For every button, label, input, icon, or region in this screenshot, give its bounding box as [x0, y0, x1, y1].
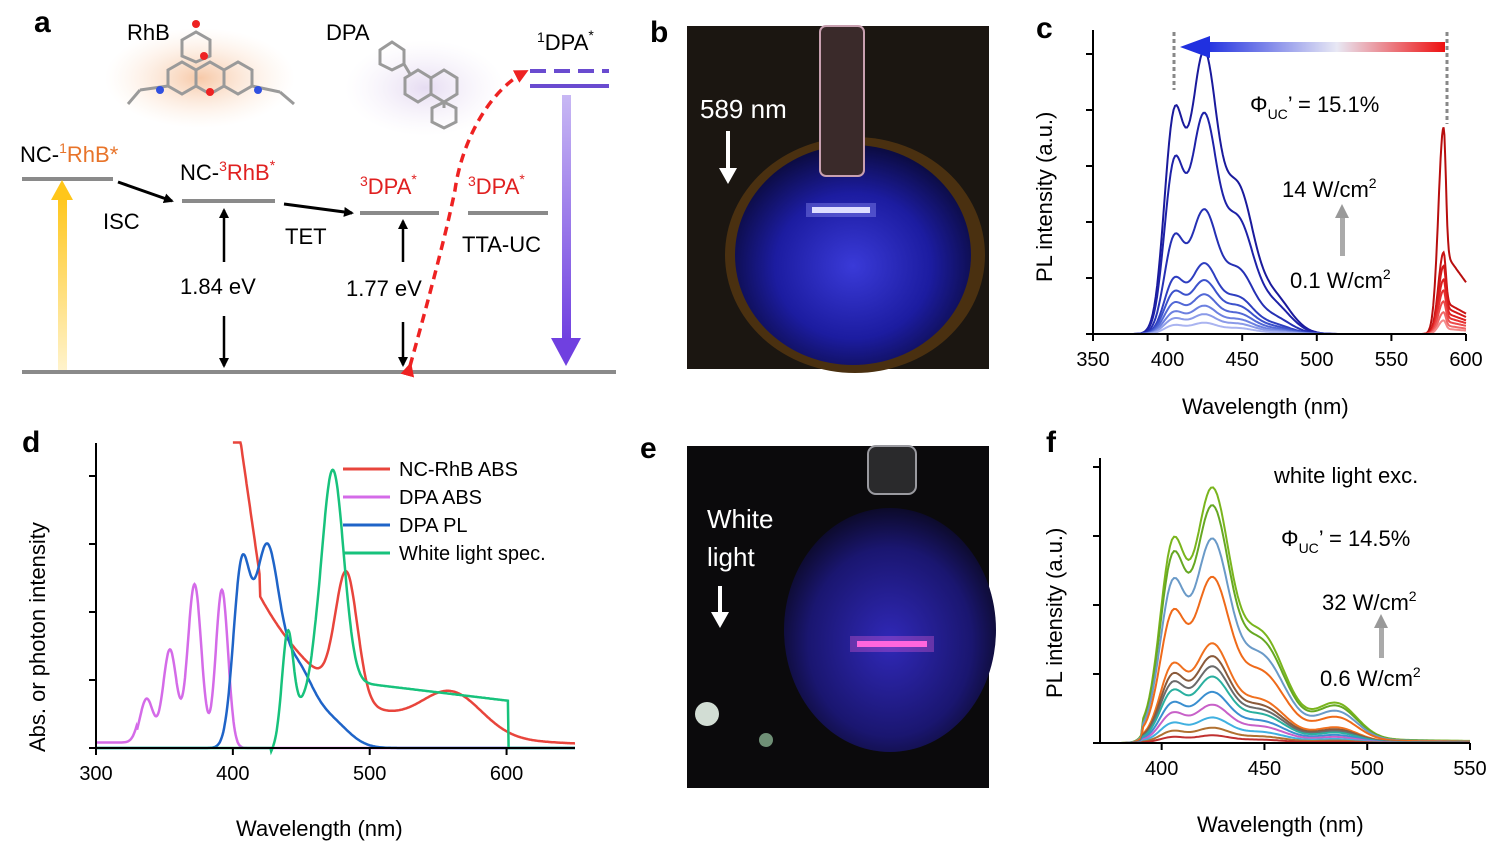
- chart-c-xlabel: Wavelength (nm): [1182, 394, 1349, 419]
- chart-c-power-arrow: [1340, 216, 1345, 256]
- chart-d-legend-label: DPA ABS: [399, 487, 482, 509]
- excitation-arrow-shaft: [58, 195, 67, 370]
- energy-2-label: 1.77 eV: [346, 276, 422, 301]
- nc-3rhb-label: NC-3RhB*: [180, 157, 276, 185]
- chart-c-xtick-label: 550: [1375, 349, 1408, 371]
- excitation-arrow-head: [51, 180, 73, 200]
- photo-e-cuvette: [867, 445, 917, 495]
- white-light-label-1: White: [707, 504, 773, 534]
- isc-arrow: [117, 180, 174, 204]
- chart-d-xtick-label: 300: [79, 763, 112, 785]
- 3dpa-label: 3DPA*: [360, 171, 417, 199]
- chart-f-power-arrow: [1379, 626, 1384, 658]
- chart-c-power-low: 0.1 W/cm2: [1290, 266, 1391, 293]
- photo-b-emission-line: [812, 207, 870, 213]
- white-light-label-2: light: [707, 542, 755, 572]
- dpa-molecule-image: [345, 40, 505, 136]
- 3dpa-b-label: 3DPA*: [468, 171, 525, 199]
- photo-e-cuvette-glow: [784, 508, 996, 752]
- emission-arrow-shaft: [562, 95, 571, 340]
- chart-d-series-3: [96, 542, 575, 750]
- chart-f-xtick-label: 450: [1248, 758, 1281, 780]
- photo-b-cuvette: [819, 25, 865, 177]
- chart-c-xtick-label: 600: [1449, 349, 1482, 371]
- ttauc-label: TTA-UC: [462, 232, 541, 257]
- rhb-molecule-image: [105, 20, 295, 128]
- chart-d-legend: NC-RhB ABS DPA ABS DPA PL White light spec.: [343, 459, 546, 565]
- chart-c-red-series: [1376, 126, 1467, 335]
- emission-arrow-head: [551, 338, 581, 366]
- chart-f-xtick-label: 550: [1453, 758, 1486, 780]
- panel-label-b: b: [650, 16, 668, 49]
- panel-label-f: f: [1046, 426, 1057, 459]
- chart-c-blue-series: [1093, 313, 1377, 335]
- panel-a: a RhB: [20, 6, 616, 378]
- nc-1rhb-label: NC-1RhB*: [20, 140, 119, 167]
- energy-1-label: 1.84 eV: [180, 274, 256, 299]
- panel-label-a: a: [34, 6, 51, 39]
- panel-c: c 350 400 450 500 550 600 Wavelength (nm) PL …: [1032, 12, 1483, 419]
- chart-f-exc-label: white light exc.: [1273, 463, 1418, 488]
- chart-c-blue-shift-arrow: [1205, 42, 1445, 52]
- chart-f-xlabel: Wavelength (nm): [1197, 812, 1364, 837]
- chart-d-xtick-label: 400: [216, 763, 249, 785]
- photo-b-cuvette-glow: [735, 145, 971, 365]
- chart-d: [96, 441, 575, 756]
- chart-d-legend-label: DPA PL: [399, 515, 468, 537]
- tet-arrow: [283, 202, 354, 217]
- chart-c-ylabel: PL intensity (a.u.): [1032, 112, 1057, 282]
- isc-label: ISC: [103, 209, 140, 234]
- chart-f-power-low: 0.6 W/cm2: [1320, 664, 1421, 691]
- chart-c-xtick-label: 500: [1300, 349, 1333, 371]
- photo-e-emission-line: [857, 641, 927, 647]
- tet-label: TET: [285, 224, 327, 249]
- photo-e-light-spot: [695, 702, 719, 726]
- chart-c-power-high: 14 W/cm2: [1282, 175, 1377, 202]
- chart-f-phi-label: ΦUC’ = 14.5%: [1281, 526, 1410, 556]
- dpa1-label: 1DPA*: [537, 27, 594, 55]
- chart-c-blue-series: [1093, 321, 1377, 335]
- panel-b: b 589 nm: [650, 16, 989, 373]
- chart-d-legend-label: NC-RhB ABS: [399, 459, 518, 481]
- chart-c-xtick-label: 450: [1226, 349, 1259, 371]
- chart-d-legend-label: White light spec.: [399, 543, 546, 565]
- rhb-label: RhB: [127, 20, 170, 45]
- chart-c-xtick-label: 400: [1151, 349, 1184, 371]
- chart-d-ylabel: Abs. or photon intensity: [25, 522, 50, 752]
- chart-f-ylabel: PL intensity (a.u.): [1042, 528, 1067, 698]
- chart-f-xtick-label: 500: [1351, 758, 1384, 780]
- chart-f-power-high: 32 W/cm2: [1322, 588, 1417, 615]
- chart-f-xtick-label: 400: [1145, 758, 1178, 780]
- panel-label-d: d: [22, 426, 40, 459]
- tta-curved-arrow: [400, 70, 529, 378]
- chart-d-xtick-label: 600: [490, 763, 523, 785]
- panel-label-c: c: [1036, 12, 1053, 45]
- panel-label-e: e: [640, 432, 657, 465]
- laser-wavelength-label: 589 nm: [700, 94, 787, 124]
- panel-e: e White light: [640, 432, 996, 788]
- dpa-label: DPA: [326, 20, 370, 45]
- chart-c: [1093, 49, 1467, 335]
- chart-d-xtick-label: 500: [353, 763, 386, 785]
- chart-c-blue-series: [1093, 111, 1377, 335]
- chart-c-phi-label: ΦUC’ = 15.1%: [1250, 92, 1379, 122]
- chart-c-blue-series: [1093, 304, 1377, 335]
- chart-d-xlabel: Wavelength (nm): [236, 816, 403, 841]
- panel-f: f 400 450 500 550 Wavelength (nm) PL intens…: [1042, 426, 1487, 837]
- chart-c-xtick-label: 350: [1076, 349, 1109, 371]
- panel-d: d 300 400 500 600 Wavelength (nm) Abs. or p…: [22, 426, 575, 841]
